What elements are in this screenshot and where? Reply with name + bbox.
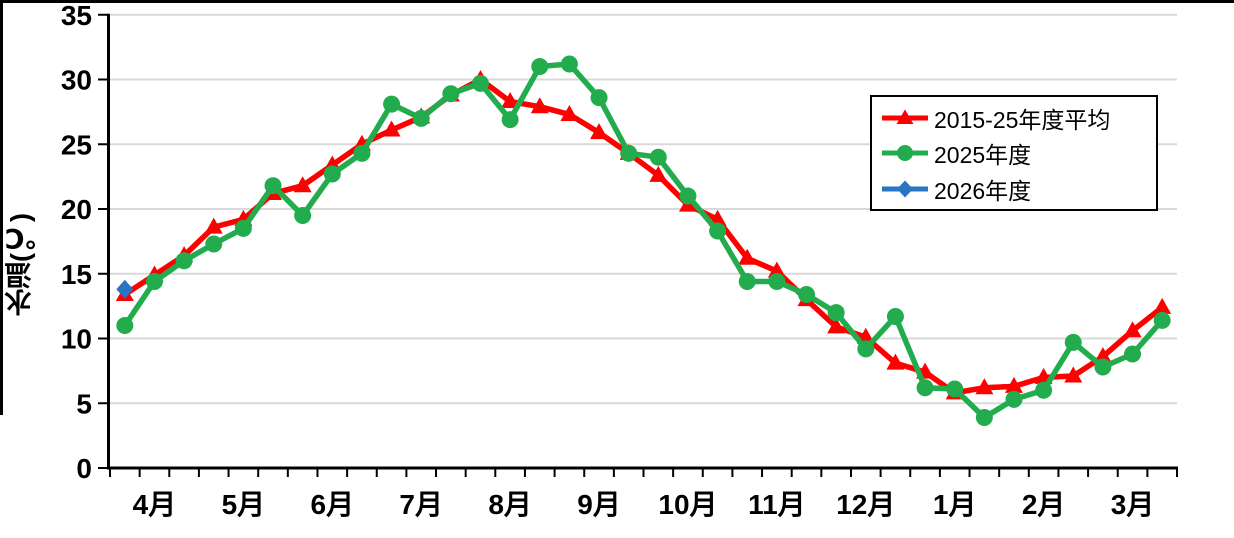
- x-month-label: 8月: [488, 489, 532, 520]
- frame-left-border: [0, 0, 3, 415]
- y-tick-label: 20: [61, 194, 92, 225]
- x-month-label: 3月: [1111, 489, 1155, 520]
- legend-label-2026: 2026年度: [934, 177, 1032, 204]
- x-month-label: 1月: [933, 489, 977, 520]
- legend-item-average: 2015-25年度平均: [880, 101, 1156, 135]
- red-triangle-line-icon: [882, 109, 928, 124]
- green-circle-line-icon: [882, 145, 928, 161]
- x-month-label: 9月: [577, 489, 621, 520]
- legend: 2015-25年度平均 2025年度 2026年度: [870, 95, 1158, 211]
- y-tick-label: 10: [61, 324, 92, 355]
- legend-item-2026: 2026年度: [880, 172, 1156, 206]
- y-tick-label: 30: [61, 65, 92, 96]
- series-2025年度: [116, 55, 1171, 426]
- legend-item-2025: 2025年度: [880, 136, 1156, 170]
- series-2026年度: [116, 279, 134, 299]
- x-month-label: 2月: [1022, 489, 1066, 520]
- y-tick-label: 15: [61, 259, 92, 290]
- x-month-label: 11月: [748, 489, 806, 520]
- blue-diamond-line-icon: [882, 180, 928, 197]
- x-month-label: 7月: [399, 489, 443, 520]
- x-month-label: 12月: [836, 489, 895, 520]
- y-tick-label: 5: [76, 388, 92, 419]
- y-tick-label: 25: [61, 129, 92, 160]
- x-month-label: 6月: [311, 489, 355, 520]
- frame-top-border: [0, 0, 1234, 3]
- y-tick-label: 35: [61, 0, 92, 31]
- x-month-label: 5月: [222, 489, 266, 520]
- legend-label-2025: 2025年度: [934, 142, 1032, 168]
- x-month-label: 10月: [658, 489, 717, 520]
- x-month-label: 4月: [133, 489, 177, 520]
- legend-label-average: 2015-25年度平均: [934, 106, 1111, 133]
- y-tick-label: 0: [76, 453, 92, 484]
- y-axis-title: 水温(℃): [5, 213, 36, 317]
